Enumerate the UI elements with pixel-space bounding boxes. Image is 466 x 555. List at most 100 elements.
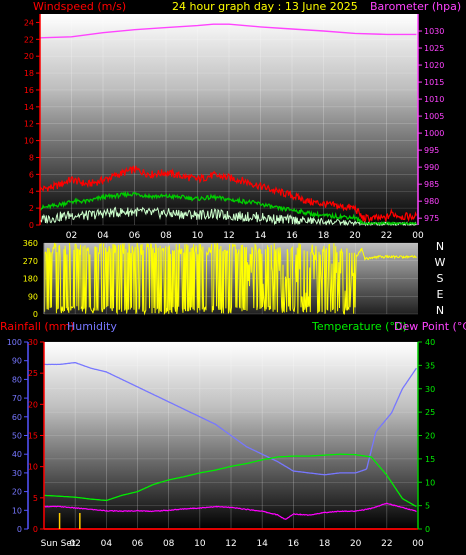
wind-gust-line — [39, 165, 417, 224]
rain-tick-label: 20 — [28, 400, 38, 409]
wind-min-line — [39, 206, 417, 227]
y2-tick-label: 985 — [424, 180, 439, 189]
humidity-axis-title: Humidity — [67, 320, 117, 333]
graph-title: 24 hour graph day : 13 June 2025 — [172, 0, 358, 13]
rain-tick-label: 5 — [33, 494, 38, 503]
temp-tick-label: 25 — [425, 408, 435, 417]
wind-direction-line — [43, 242, 417, 316]
compass-label: N — [436, 304, 444, 317]
x-tick-label: 12 — [223, 231, 234, 241]
compass-label: W — [435, 256, 446, 269]
x-tick-label: 08 — [160, 231, 172, 241]
humidity-tick-label: 40 — [12, 450, 22, 459]
x-tick-label: 12 — [225, 539, 236, 549]
x-tick-label: 10 — [192, 231, 204, 241]
humidity-tick-label: 90 — [12, 357, 22, 366]
y-tick-label: 2 — [29, 204, 34, 213]
y2-tick-label: 1025 — [424, 44, 444, 53]
windspeed-axis-title: Windspeed (m/s) — [33, 0, 126, 13]
compass-label: E — [437, 288, 444, 301]
humidity-tick-label: 50 — [12, 432, 22, 441]
humidity-tick-label: 20 — [12, 488, 22, 497]
temp-tick-label: 35 — [425, 361, 435, 370]
y-tick-label: 20 — [24, 52, 34, 61]
y-tick-label: 6 — [29, 170, 34, 179]
barometer-axis-title: Barometer (hpa) — [370, 0, 461, 13]
rain-tick-label: 0 — [33, 525, 38, 534]
direction-tick-label: 360 — [23, 239, 38, 248]
x-tick-label: 16 — [288, 539, 300, 549]
y-tick-label: 18 — [24, 69, 34, 78]
rain-tick-label: 30 — [28, 338, 38, 347]
wind-plot-area — [40, 14, 418, 225]
humidity-line — [43, 361, 417, 476]
humidity-tick-label: 100 — [7, 338, 22, 347]
direction-tick-label: 0 — [33, 310, 38, 319]
humidity-tick-label: 60 — [12, 413, 22, 422]
x-tick-label: 00 — [412, 231, 424, 241]
direction-tick-label: 90 — [28, 292, 38, 301]
x-tick-label: 10 — [194, 539, 206, 549]
temp-tick-label: 10 — [425, 478, 435, 487]
temp-tick-label: 15 — [425, 455, 435, 464]
humidity-tick-label: 70 — [12, 394, 22, 403]
y2-tick-label: 1005 — [424, 112, 444, 121]
y-tick-label: 0 — [29, 221, 34, 230]
x-tick-label: 14 — [255, 231, 267, 241]
y-tick-label: 4 — [29, 187, 34, 196]
temp-tick-label: 5 — [425, 502, 430, 511]
x-tick-label: 00 — [412, 539, 424, 549]
compass-label: S — [437, 272, 444, 285]
y2-tick-label: 990 — [424, 163, 439, 172]
x-tick-label: 06 — [129, 231, 141, 241]
x-tick-label: 08 — [163, 539, 175, 549]
y-tick-label: 10 — [24, 137, 34, 146]
x-tick-label: 14 — [256, 539, 268, 549]
y2-tick-label: 1010 — [424, 95, 444, 104]
y2-tick-label: 1020 — [424, 61, 444, 70]
rain-tick-label: 25 — [28, 369, 38, 378]
x-tick-label: 22 — [381, 231, 392, 241]
y2-tick-label: 980 — [424, 197, 439, 206]
x-tick-label: 02 — [69, 539, 80, 549]
y2-tick-label: 995 — [424, 146, 439, 155]
x-tick-label: 18 — [318, 231, 330, 241]
humidity-tick-label: 0 — [17, 525, 22, 534]
x-tick-label: 04 — [101, 539, 113, 549]
humidity-tick-label: 10 — [12, 506, 22, 515]
x-tick-label: 06 — [132, 539, 144, 549]
x-tick-label: 04 — [97, 231, 109, 241]
y-tick-label: 8 — [29, 153, 34, 162]
y-tick-label: 22 — [24, 35, 34, 44]
y2-tick-label: 975 — [424, 214, 439, 223]
rain-tick-label: 10 — [28, 463, 38, 472]
y2-tick-label: 1030 — [424, 27, 444, 36]
rainfall-axis-title: Rainfall (mm) — [0, 320, 74, 333]
x-tick-label: 20 — [349, 231, 361, 241]
compass-label: N — [436, 240, 444, 253]
y-tick-label: 16 — [24, 86, 34, 95]
humidity-tick-label: 30 — [12, 469, 22, 478]
x-tick-label: 22 — [381, 539, 392, 549]
y-tick-label: 14 — [24, 103, 34, 112]
humidity-tick-label: 80 — [12, 375, 22, 384]
y2-tick-label: 1015 — [424, 78, 444, 87]
x-tick-label: 16 — [286, 231, 298, 241]
barometer-line — [39, 23, 417, 39]
wind-avg-line — [39, 190, 417, 226]
x-tick-label: 20 — [350, 539, 362, 549]
x-tick-label: 02 — [66, 231, 77, 241]
rain-tick-label: 15 — [28, 432, 38, 441]
temp-tick-label: 20 — [425, 432, 435, 441]
direction-tick-label: 180 — [23, 275, 38, 284]
temp-tick-label: 40 — [425, 338, 435, 347]
y2-tick-label: 1000 — [424, 129, 444, 138]
dewpoint-line — [43, 502, 417, 520]
temperature-line — [44, 453, 417, 508]
temp-tick-label: 30 — [425, 385, 435, 394]
y-tick-label: 24 — [24, 18, 34, 27]
sunset-label: Sun Set — [41, 539, 76, 549]
dewpoint-axis-title: Dew Point (°C) — [394, 320, 466, 333]
temperature-axis-title: Temperature (°C) — [311, 320, 407, 333]
